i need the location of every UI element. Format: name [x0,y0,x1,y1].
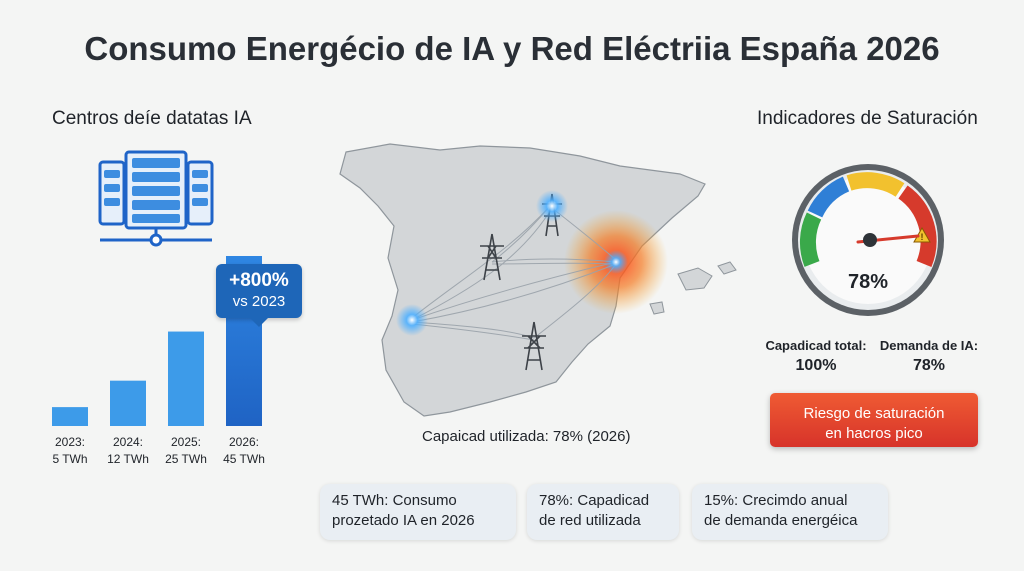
growth-callout: +800% vs 2023 [216,264,302,327]
bar-value-label: 12 TWh [107,452,149,466]
bar-2023 [52,407,88,426]
stat-card-consumption: 45 TWh: Consumo prozetado IA en 2026 [320,484,516,540]
stat-card-line: 78%: Capadicad [539,492,650,509]
bar-year-label: 2023: [55,435,85,449]
bar-year-label: 2025: [171,435,201,449]
saturation-gauge: ! 78% [792,164,944,316]
capacity-total-value: 100% [795,357,837,374]
gauge-value: 78% [848,271,888,293]
consumption-bar-chart: 2023: 5 TWh 2024: 12 TWh 2025: 25 TWh 2026: 45 … [52,256,265,466]
stat-card-line: de red utilizada [539,512,641,529]
stat-card-line: prozetado IA en 2026 [332,512,475,529]
map-caption: Capaicad utilizada: 78% (2026) [422,428,631,445]
spain-grid-map [339,143,737,417]
balearic-island-small [717,261,737,275]
grid-node-east [604,250,628,274]
ai-demand-label: Demanda de IA: [879,338,979,353]
bar-2024 [110,380,146,426]
grid-node-west [396,304,428,336]
growth-reference: vs 2023 [232,293,286,310]
bar-2025 [168,331,204,426]
data-centers-heading: Centros deíe datatas IA [52,108,252,129]
bar-year-label: 2026: [229,435,259,449]
gauge-segment-green [799,212,822,267]
server-rack-icon [98,150,214,247]
stat-card-capacity: 78%: Capadicad de red utilizada [527,484,679,540]
growth-percent: +800% [229,270,289,291]
transmission-lines [411,205,617,341]
bar-value-label: 5 TWh [52,452,87,466]
risk-line-1: Riesgo de saturación [803,404,945,422]
stat-card-line: de demanda energéica [704,512,858,529]
ai-demand: Demanda de IA: 78% [876,338,982,375]
bar-year-label: 2024: [113,435,143,449]
page-title: Consumo Energécio de IA y Red Eléctriia … [84,30,940,67]
ai-demand-value: 78% [912,357,946,374]
svg-text:!: ! [921,232,924,242]
capacity-total: Capadicad total: 100% [760,338,872,375]
gauge-segment-yellow [846,172,905,197]
gauge-segment-red [898,185,937,268]
bar-value-label: 25 TWh [165,452,207,466]
saturation-heading: Indicadores de Saturación [757,108,978,129]
ibiza-island [649,301,665,315]
saturation-risk-button[interactable]: Riesgo de saturación en hacros pico [770,393,978,447]
stat-card-growth: 15%: Crecimdo anual de demanda energéica [692,484,888,540]
balearic-islands [677,267,713,291]
risk-line-2: en hacros pico [825,424,923,442]
grid-node-north [536,190,568,222]
capacity-total-label: Capadicad total: [765,338,867,353]
gauge-segment-blue [807,176,850,218]
stat-card-line: 45 TWh: Consumo [332,492,457,509]
stat-card-line: 15%: Crecimdo anual [704,492,848,509]
bar-value-label: 45 TWh [223,452,265,466]
